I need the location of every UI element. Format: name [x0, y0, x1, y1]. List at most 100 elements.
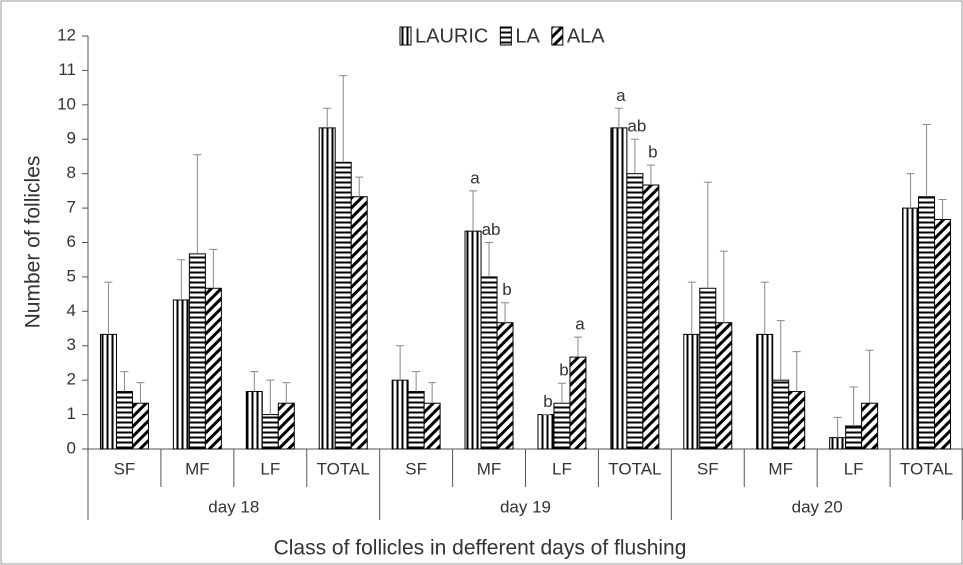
error-bar: [760, 281, 769, 335]
bar: [188, 253, 206, 450]
error-bar: [630, 138, 639, 174]
error-bar: [792, 351, 801, 392]
y-tick-label: 10: [57, 94, 76, 113]
x-axis-label: Class of follicles in defferent days of …: [274, 537, 687, 560]
y-tick-label: 4: [67, 301, 76, 320]
x-tick-label: SF: [405, 459, 427, 478]
bar: [277, 402, 295, 450]
error-bar: [719, 250, 728, 323]
bar: [391, 379, 409, 450]
error-bar: [177, 259, 186, 300]
bar: [553, 402, 571, 450]
annotation: a: [616, 86, 626, 105]
bar: [496, 322, 514, 450]
bar: [99, 333, 117, 450]
error-bar: [557, 382, 566, 404]
y-tick-label: 0: [67, 438, 76, 457]
bar: [934, 218, 952, 450]
bar: [350, 196, 368, 450]
error-bar: [136, 382, 145, 404]
legend-swatch: [399, 26, 412, 46]
bar: [642, 184, 660, 450]
bar: [131, 402, 149, 450]
annotation: a: [470, 168, 480, 187]
y-tick-label: 9: [67, 129, 76, 148]
error-bar: [193, 154, 202, 254]
annotation: ab: [627, 117, 646, 136]
error-bar: [938, 198, 947, 220]
x-tick-label: SF: [114, 459, 136, 478]
y-axis-label: Number of follicles: [22, 156, 45, 329]
bar: [245, 391, 263, 450]
error-bar: [865, 349, 874, 404]
annotation: b: [559, 361, 568, 380]
bar: [115, 391, 133, 450]
error-bar: [485, 242, 494, 277]
x-tick-label: LF: [844, 459, 864, 478]
legend-swatch: [499, 26, 512, 46]
error-bar: [646, 164, 655, 186]
bar: [683, 333, 701, 450]
bar: [626, 173, 644, 450]
error-bar: [776, 320, 785, 381]
group-label: day 18: [208, 497, 259, 516]
error-bar: [120, 371, 129, 392]
bar: [610, 127, 628, 450]
annotation: a: [575, 315, 585, 334]
bar: [845, 425, 863, 450]
bar: [407, 391, 425, 450]
y-tick-label: 7: [67, 198, 76, 217]
error-bar: [573, 336, 582, 358]
error-bar: [209, 248, 218, 289]
error-bar: [833, 416, 842, 438]
error-bar: [250, 371, 259, 392]
error-bar: [614, 107, 623, 128]
error-bar: [104, 281, 113, 335]
x-tick-label: LF: [260, 459, 280, 478]
error-bar: [922, 123, 931, 197]
bar: [318, 127, 336, 450]
y-tick-label: 11: [58, 60, 76, 79]
annotation: b: [648, 143, 657, 162]
annotation: b: [543, 392, 552, 411]
x-tick-label: LF: [552, 459, 572, 478]
error-bar: [906, 173, 915, 209]
error-bar: [687, 281, 696, 335]
bar: [902, 207, 920, 450]
bar: [715, 322, 733, 450]
error-bar: [501, 302, 510, 323]
error-bar: [428, 382, 437, 404]
x-tick-label: TOTAL: [900, 459, 953, 478]
bar: [756, 333, 774, 450]
x-tick-label: TOTAL: [608, 459, 661, 478]
error-bar: [323, 107, 332, 128]
bar: [829, 437, 847, 450]
bar: [204, 287, 222, 450]
bar: [464, 230, 482, 450]
bar: [918, 196, 936, 450]
error-bar: [396, 345, 405, 381]
y-tick-label: 12: [57, 25, 76, 44]
annotation: b: [502, 280, 511, 299]
error-bar: [339, 75, 348, 163]
x-tick-label: TOTAL: [317, 459, 370, 478]
legend-label: ALA: [567, 25, 605, 47]
error-bar: [355, 176, 364, 197]
y-tick-label: 2: [67, 370, 76, 389]
x-tick-label: MF: [477, 459, 502, 478]
bar: [772, 379, 790, 450]
bar: [423, 402, 441, 450]
bar: [699, 287, 717, 450]
bar: [569, 356, 587, 450]
y-tick-label: 8: [67, 163, 76, 182]
bar: [261, 414, 279, 450]
bar: [334, 161, 352, 450]
legend-swatch: [551, 26, 564, 46]
legend-label: LAURIC: [415, 25, 488, 47]
y-tick-label: 5: [67, 266, 76, 285]
group-label: day 19: [500, 497, 551, 516]
bar: [537, 414, 555, 450]
error-bar: [469, 190, 478, 232]
